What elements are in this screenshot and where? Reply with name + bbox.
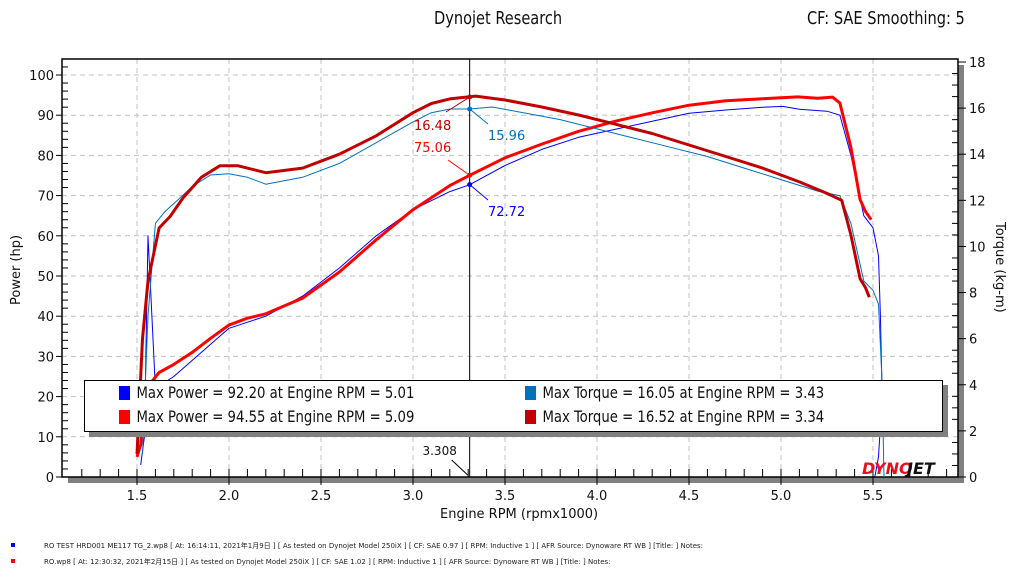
legend-item-torque-run1: Max Torque = 16.05 at Engine RPM = 3.43 [525,383,824,402]
logo-text-black: JET [904,459,936,478]
x-tick-label: 3.0 [403,489,424,504]
x-tick-label: 2.5 [311,489,332,504]
y-axis-label-right: Torque (kg-m) [992,221,1007,313]
annotation-label: 75.06 [414,141,451,156]
legend-swatch [119,385,131,400]
chart-title: Dynojet Research [434,8,563,29]
y-left-tick-label: 90 [37,109,54,124]
cursor-arrow [451,459,469,476]
legend-text: Max Power = 94.55 at Engine RPM = 5.09 [136,407,415,426]
annotation-label: 15.96 [488,129,525,144]
x-tick-label: 4.0 [587,489,608,504]
x-tick-label: 5.0 [771,489,792,504]
legend-swatch [525,385,537,400]
legend-text: Max Torque = 16.05 at Engine RPM = 3.43 [542,383,825,402]
y-left-tick-label: 70 [37,190,54,205]
y-left-tick-label: 20 [37,391,54,406]
y-right-tick-label: 4 [969,379,977,394]
footer-run1-info: RO TEST HRD001 ME117 TG_2.wp8 [ At: 16:1… [44,542,704,550]
annotation-label: 72.72 [488,205,525,220]
y-right-tick-label: 6 [969,333,977,348]
y-left-tick-label: 60 [37,230,54,245]
settings-label: CF: SAE Smoothing: 5 [807,8,965,29]
x-tick-label: 5.5 [863,489,884,504]
annotation-label: 16.48 [414,119,451,134]
annotation-arrow [447,159,470,176]
y-left-tick-label: 30 [37,350,54,365]
x-axis-label: Engine RPM (rpmx1000) [440,507,598,522]
y-right-tick-label: 18 [969,56,986,71]
legend-text: Max Power = 92.20 at Engine RPM = 5.01 [136,383,415,402]
dynojet-logo: DYNO JET [862,459,936,478]
series-layer [135,94,885,478]
y-left-tick-label: 80 [37,149,54,164]
legend-item-torque-run2: Max Torque = 16.52 at Engine RPM = 3.34 [525,407,824,426]
x-tick-label: 1.5 [127,489,148,504]
annotation-arrow [469,184,489,201]
y-left-tick-label: 0 [46,471,54,486]
legend-swatch [525,409,537,424]
y-right-tick-label: 16 [969,102,986,117]
cursor-rpm-label: 3.308 [422,444,456,458]
axes: 0 10 20 30 40 50 60 70 80 90 100 0 2 4 6 8 10 12 14 16 18 1.5… [29,56,985,504]
legend-text: Max Torque = 16.52 at Engine RPM = 3.34 [542,407,825,426]
series-line-1 [140,105,883,478]
x-tick-label: 3.5 [495,489,516,504]
annotation-point [467,172,473,178]
annotation-point [467,106,473,112]
y-right-tick-label: 2 [969,425,977,440]
series-line-4 [135,94,871,454]
y-left-tick-label: 40 [37,310,54,325]
y-left-tick-label: 100 [29,69,54,84]
annotation-point [467,182,473,188]
logo-text-red: DYNO [862,459,913,478]
footer-run1-marker [11,543,15,547]
legend-item-power-run1: Max Power = 92.20 at Engine RPM = 5.01 [119,383,414,402]
y-right-tick-label: 10 [969,240,986,255]
annotation-point [467,94,473,100]
y-right-tick-label: 8 [969,287,977,302]
footer-run2-info: RO.wp8 [ At: 12:30:32, 2021年2月15日 ] [ As… [44,558,611,566]
y-right-tick-label: 0 [969,471,977,486]
y-left-tick-label: 50 [37,270,54,285]
y-axis-label-left: Power (hp) [9,235,24,305]
legend-swatch [119,409,131,424]
footer-run2-marker [11,559,15,563]
legend-item-power-run2: Max Power = 94.55 at Engine RPM = 5.09 [119,407,414,426]
y-right-tick-label: 12 [969,194,986,209]
annotation-arrow [445,96,470,113]
series-line-2 [135,95,873,458]
y-right-tick-label: 14 [969,148,986,163]
x-tick-label: 2.0 [219,489,240,504]
y-left-tick-label: 10 [37,431,54,446]
x-tick-label: 4.5 [679,489,700,504]
legend: Max Power = 92.20 at Engine RPM = 5.01 M… [84,380,943,432]
annotation-arrow [469,108,489,125]
